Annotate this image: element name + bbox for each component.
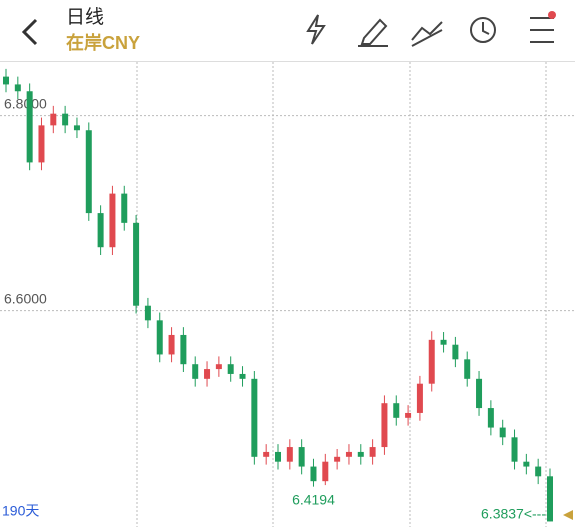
candle-body [416, 383, 423, 413]
candle-body [26, 91, 33, 163]
candle-body [204, 369, 211, 379]
candle-body [535, 466, 542, 477]
candle-body [511, 437, 518, 462]
price-pointer [563, 510, 573, 520]
candle-body [547, 476, 553, 522]
candle-body [286, 447, 293, 462]
candle-body [192, 364, 199, 379]
candle-body [322, 461, 329, 482]
candle-body [369, 447, 376, 457]
candle-body [381, 403, 388, 448]
candle-body [62, 113, 69, 126]
candle-body [109, 193, 116, 248]
candle-body [50, 113, 57, 126]
candle-body [393, 403, 400, 418]
candle-body [523, 461, 530, 467]
high-label: 6.5788 [0, 62, 28, 64]
candle-body [97, 213, 104, 248]
indicator-icon[interactable] [411, 21, 443, 47]
candle-body [357, 451, 364, 457]
notification-dot [548, 11, 556, 19]
candle-body [73, 125, 80, 131]
candle-body [275, 451, 281, 462]
low-label: 6.4194 [292, 491, 335, 507]
draw-icon[interactable] [358, 18, 388, 47]
candle-body [452, 344, 459, 360]
candle-body [121, 193, 128, 223]
candle-body [180, 334, 187, 365]
candle-body [334, 456, 341, 462]
candle-body [133, 222, 140, 306]
candle-body [38, 125, 45, 163]
page-subtitle: 在岸CNY [66, 32, 140, 53]
y-tick-label: 6.6000 [4, 290, 47, 306]
candle-body [476, 378, 483, 409]
last-label: 6.3837<--- [481, 506, 546, 522]
back-button[interactable] [21, 18, 38, 46]
candle-body [298, 447, 305, 467]
candle-body [215, 364, 222, 370]
candle-body [251, 378, 258, 457]
candle-body [464, 359, 471, 379]
candle-body [168, 334, 175, 355]
candle-body [156, 320, 163, 355]
candle-body [345, 451, 352, 457]
candle-body [440, 339, 447, 345]
candle-body [405, 412, 412, 418]
candle-body [144, 305, 151, 321]
candle-body [499, 427, 506, 438]
period-label: 190天 [2, 503, 39, 519]
candle-body [227, 364, 234, 374]
candle-body [14, 84, 21, 92]
toolbar [306, 14, 554, 47]
flash-icon[interactable] [306, 14, 326, 45]
time-grid [136, 62, 547, 527]
page-title: 日线 [66, 6, 104, 28]
candle-body [85, 130, 92, 214]
chart: 190天 6.6000 6.8000 6.5788 6.4194 6.3837<--- [0, 62, 575, 527]
candle-body [3, 76, 9, 85]
y-tick-label: 6.8000 [4, 95, 47, 111]
candle-body [487, 408, 494, 428]
candle-body [263, 451, 270, 457]
header: 日线 在岸CNY [0, 6, 575, 62]
candle-body [428, 339, 435, 384]
history-icon[interactable] [470, 17, 496, 43]
candle-body [239, 373, 246, 379]
candle-body [310, 466, 317, 482]
menu-icon[interactable] [530, 17, 554, 43]
